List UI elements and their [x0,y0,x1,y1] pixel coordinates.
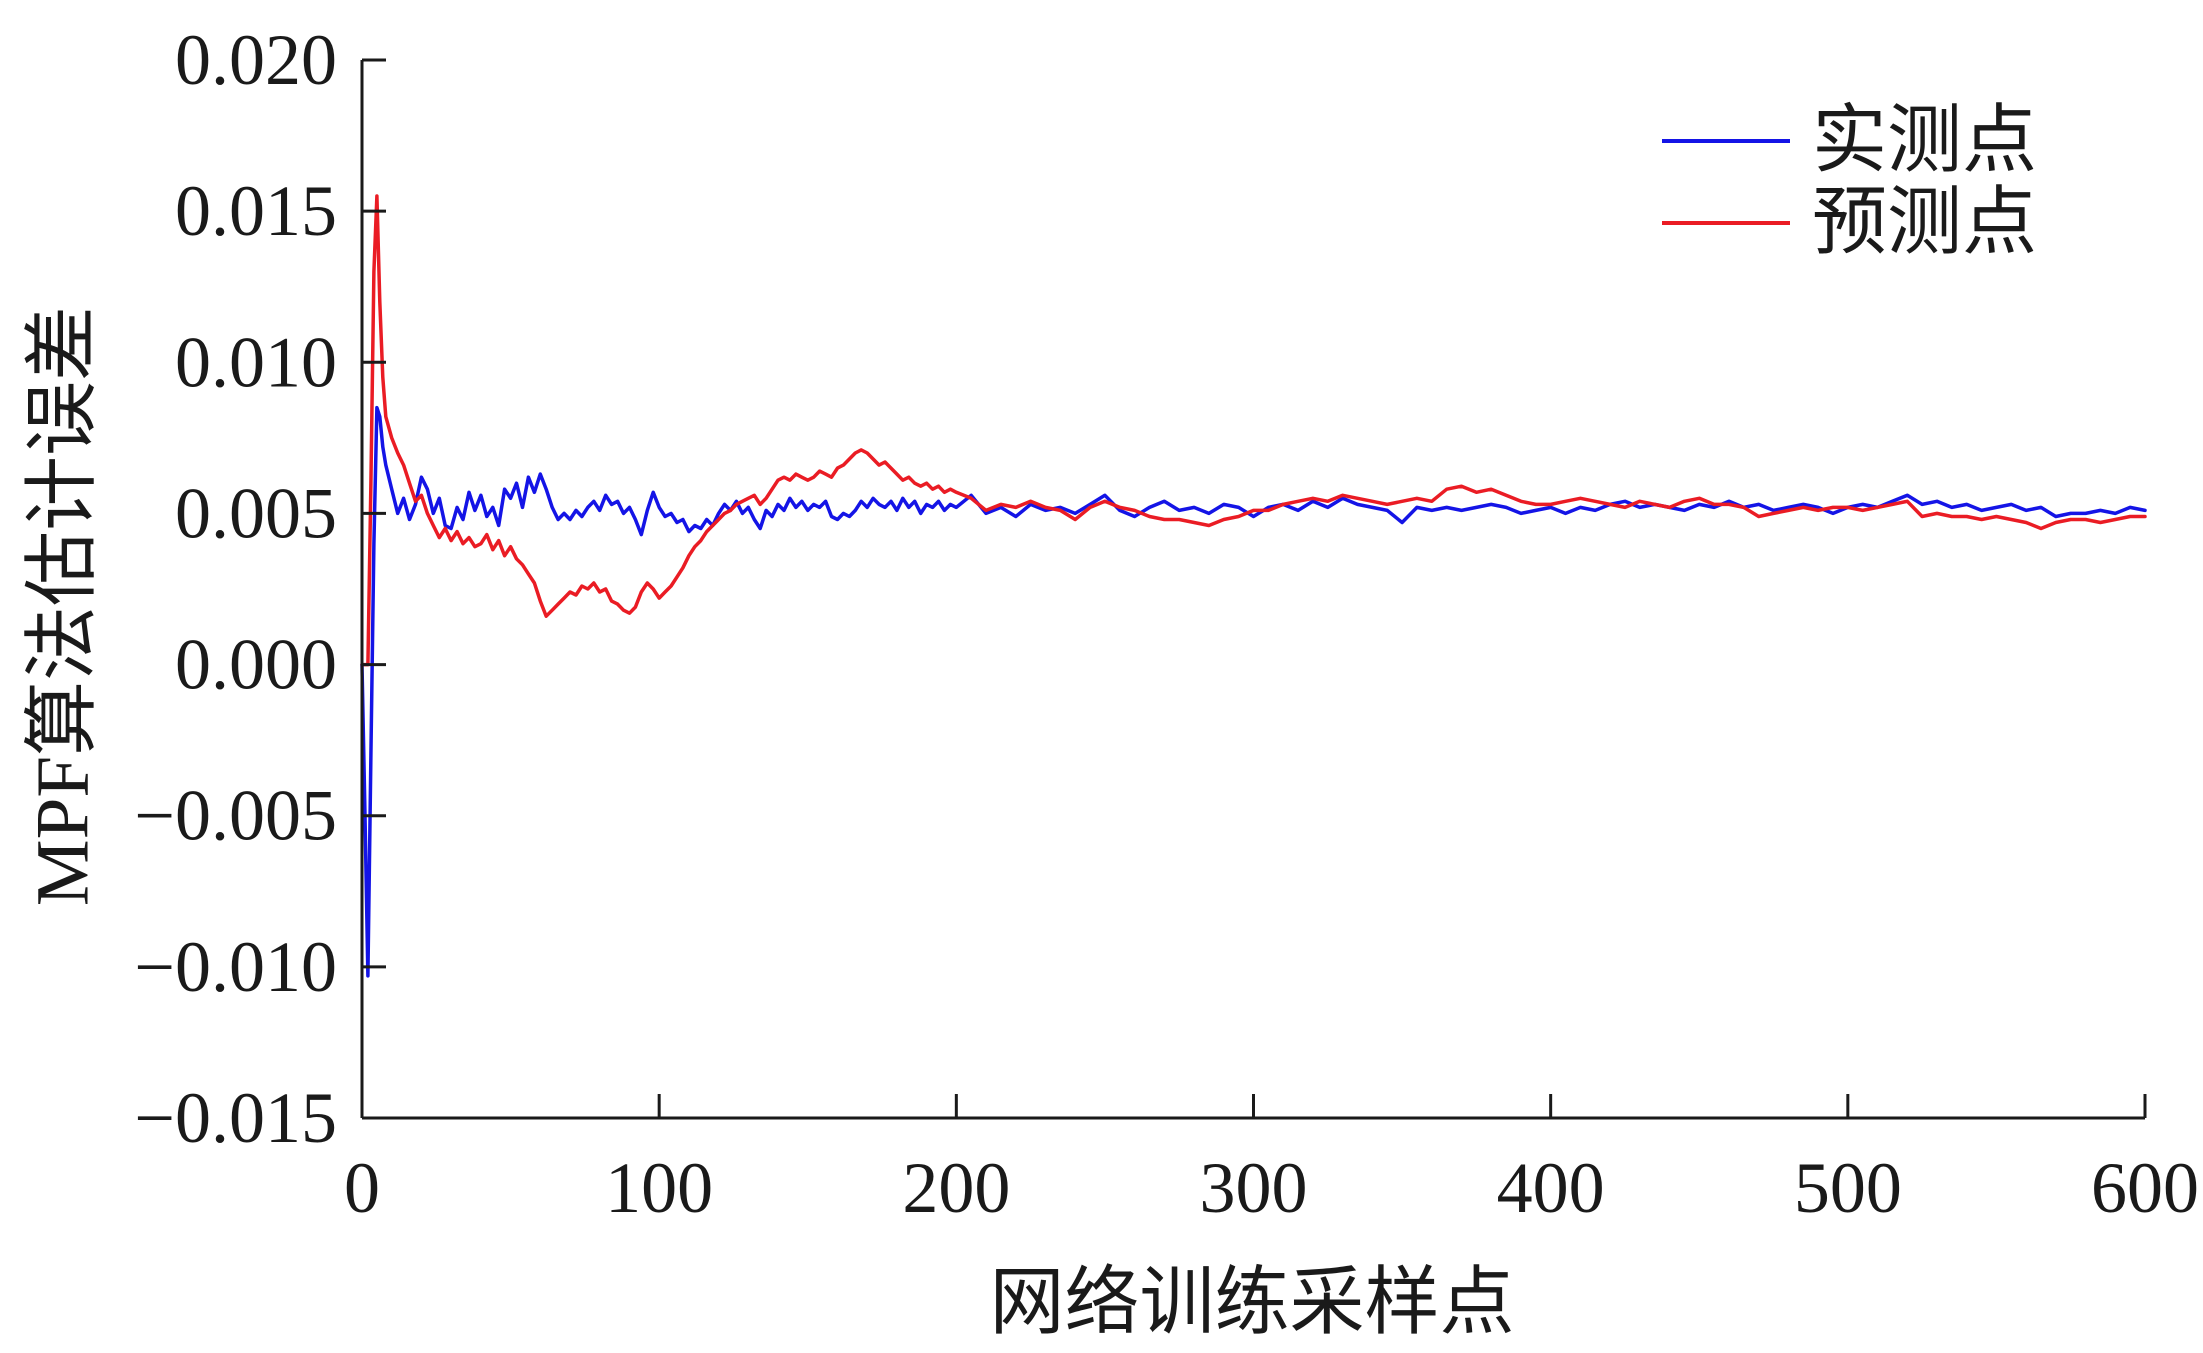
y-tick-label: 0.020 [175,20,337,100]
x-tick-label: 400 [1497,1148,1605,1228]
y-tick-label: 0.000 [175,625,337,705]
x-tick-label: 100 [605,1148,713,1228]
y-tick-label: 0.015 [175,171,337,251]
y-tick-label: −0.010 [134,927,337,1007]
y-axis-ticks: 0.020 0.015 0.010 0.005 0.000 −0.005 −0.010 −0.… [134,20,386,1158]
y-axis-title: MPF算法估计误差 [22,306,105,906]
series-line-predicted [360,194,2147,667]
x-tick-label: 500 [1794,1148,1902,1228]
y-tick-label: 0.010 [175,322,337,402]
legend: 实测点 预测点 [1662,100,2037,265]
legend-label-predicted: 预测点 [1812,182,2037,265]
y-tick-label: −0.015 [134,1078,337,1158]
y-tick-label: 0.005 [175,473,337,553]
series-layer [360,194,2147,978]
series-line-measured [360,405,2147,978]
legend-label-measured: 实测点 [1812,100,2037,183]
x-tick-label: 300 [1200,1148,1308,1228]
y-tick-label: −0.005 [134,776,337,856]
x-tick-label: 0 [344,1148,380,1228]
x-axis-ticks: 0 100 200 300 400 500 600 [344,1094,2199,1228]
x-axis-title: 网络训练采样点 [989,1262,1514,1345]
x-tick-label: 200 [902,1148,1010,1228]
x-tick-label: 600 [2091,1148,2199,1228]
